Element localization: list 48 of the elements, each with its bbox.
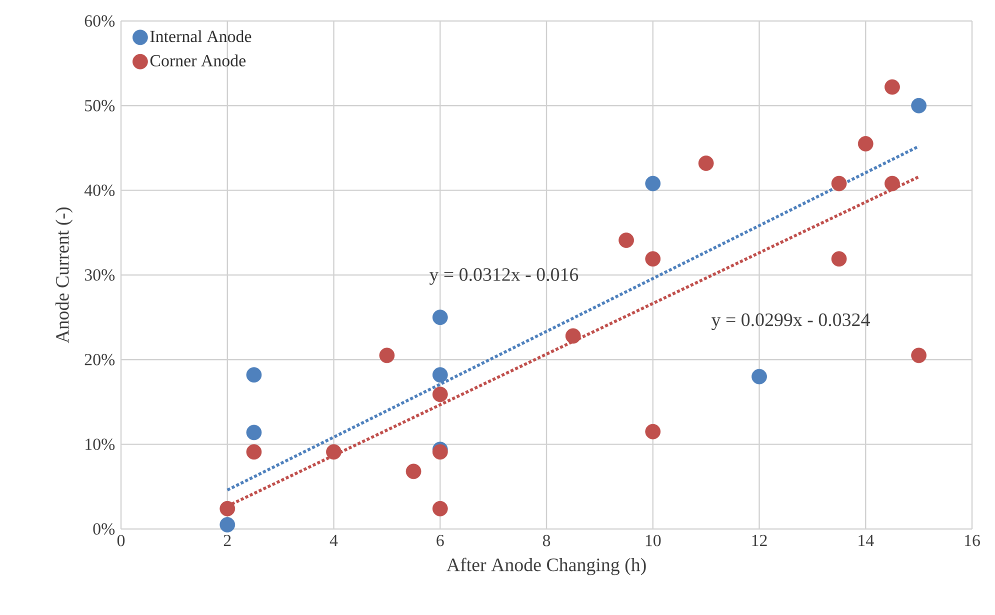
point <box>246 367 262 383</box>
x-tick-label: 10 <box>646 534 661 546</box>
x-tick-label: 12 <box>752 534 767 546</box>
point <box>645 176 661 192</box>
x-tick-label: 0 <box>117 534 125 546</box>
annotation: y = 0.0312x - 0.016 <box>429 268 578 285</box>
point <box>432 367 448 383</box>
y-tick-label: 30% <box>84 269 115 281</box>
x-tick-label: 2 <box>224 534 231 546</box>
y-tick-label: 0% <box>93 523 115 535</box>
point <box>698 156 714 171</box>
y-tick-label: 40% <box>84 184 115 196</box>
point <box>884 176 900 192</box>
point <box>884 79 900 95</box>
x-tick-label: 16 <box>965 534 980 546</box>
point <box>432 386 448 402</box>
point <box>565 328 581 344</box>
point <box>831 176 847 192</box>
point <box>246 444 262 460</box>
point <box>326 444 342 460</box>
legend-label: Corner Anode <box>150 54 246 66</box>
point <box>406 464 422 480</box>
legend-label: Internal Anode <box>150 30 252 42</box>
y-tick-label: 60% <box>84 15 115 27</box>
x-tick-label: 6 <box>436 534 444 546</box>
point <box>911 98 927 114</box>
point <box>831 251 847 267</box>
y-tick-label: 10% <box>86 438 115 450</box>
point <box>220 517 236 532</box>
y-axis-title: Anode Current (-) <box>55 207 73 344</box>
point <box>645 424 661 440</box>
point <box>220 500 236 516</box>
y-tick-label: 20% <box>84 354 115 366</box>
y-tick-label: 50% <box>85 100 115 112</box>
x-tick-label: 14 <box>858 534 874 546</box>
x-axis-title: After Anode Changing (h) <box>446 558 646 576</box>
point <box>618 232 634 248</box>
point <box>911 348 927 364</box>
point <box>645 251 661 267</box>
point <box>858 136 874 152</box>
point <box>432 310 448 326</box>
x-tick-label: 8 <box>542 534 550 546</box>
point <box>432 500 448 516</box>
point <box>379 348 395 364</box>
annotation: y = 0.0299x - 0.0324 <box>712 313 870 330</box>
x-tick-label: 4 <box>330 534 338 546</box>
point <box>246 424 262 440</box>
point <box>752 368 767 384</box>
